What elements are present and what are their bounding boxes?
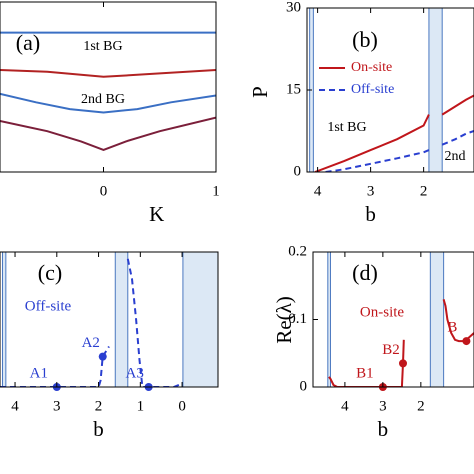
marker-label: B — [447, 320, 457, 336]
y-tick-label: 0 — [294, 163, 302, 179]
marker-label: B1 — [356, 365, 374, 381]
shaded-band — [2, 252, 7, 387]
annotation: (d) — [352, 260, 378, 285]
x-tick-label: 2 — [420, 183, 428, 199]
data-line — [0, 92, 216, 114]
annotation: On-site — [360, 304, 405, 320]
shaded-band — [114, 252, 129, 387]
y-tick-label: 0 — [300, 378, 308, 394]
data-line — [325, 130, 474, 172]
legend-label: Off-site — [351, 82, 394, 97]
plot-area — [309, 8, 474, 172]
annotation: 1st BG — [83, 39, 122, 54]
x-tick-label: 0 — [100, 183, 108, 199]
annotation: (c) — [38, 260, 62, 285]
annotation: 2nd — [445, 149, 466, 164]
plot-area — [0, 31, 216, 151]
x-tick-label: 3 — [379, 398, 387, 414]
y-axis-label: Re(λ) — [272, 296, 296, 344]
y-axis-label: P — [248, 86, 272, 98]
x-tick-label: 2 — [95, 398, 103, 414]
marker-point — [398, 359, 407, 368]
marker-point — [462, 337, 471, 346]
annotation: 2nd BG — [81, 92, 125, 107]
marker-point — [98, 352, 107, 361]
x-tick-label: 1 — [137, 398, 145, 414]
x-tick-label: 2 — [417, 398, 425, 414]
x-tick-label: 3 — [367, 183, 375, 199]
shaded-band — [429, 252, 445, 387]
x-tick-label: 1 — [212, 183, 220, 199]
annotation: (a) — [16, 30, 40, 55]
x-tick-label: 3 — [53, 398, 61, 414]
axes-frame — [0, 1, 217, 173]
shaded-band — [182, 252, 218, 387]
x-tick-label: 4 — [11, 398, 19, 414]
data-line — [0, 69, 216, 78]
x-axis-label: b — [365, 202, 376, 226]
shaded-band — [428, 8, 443, 172]
marker-label: A3 — [126, 365, 144, 381]
annotation: (b) — [352, 27, 378, 52]
data-line — [0, 258, 183, 387]
x-axis-label: K — [149, 202, 164, 226]
x-tick-label: 4 — [341, 398, 349, 414]
shaded-band — [327, 252, 331, 387]
annotation: Off-site — [25, 298, 72, 314]
x-axis-label: b — [93, 417, 104, 441]
legend-label: On-site — [351, 60, 392, 75]
y-tick-label: 15 — [286, 81, 301, 97]
data-line — [314, 94, 474, 172]
y-tick-label: 0.2 — [288, 243, 307, 259]
y-tick-label: 0.1 — [288, 311, 307, 327]
plot-area — [0, 252, 218, 387]
x-axis-label: b — [378, 417, 389, 441]
data-line — [0, 116, 216, 151]
marker-label: A2 — [82, 335, 100, 351]
marker-label: B2 — [382, 342, 400, 358]
annotation: 1st BG — [327, 120, 366, 135]
x-tick-label: 0 — [178, 398, 186, 414]
y-tick-label: 30 — [286, 0, 301, 15]
x-tick-label: 4 — [314, 183, 322, 199]
marker-label: A1 — [30, 365, 48, 381]
axes-frame — [0, 251, 219, 388]
